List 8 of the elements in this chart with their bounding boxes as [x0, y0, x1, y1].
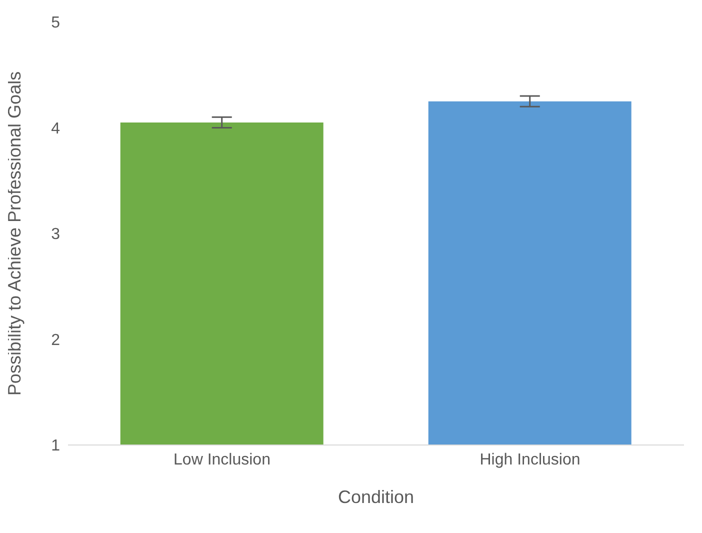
y-tick-label: 5: [51, 14, 60, 32]
x-tick-label: High Inclusion: [480, 451, 580, 468]
x-axis-title: Condition: [338, 487, 414, 507]
y-tick-label: 4: [51, 120, 60, 138]
y-tick-label: 1: [51, 438, 60, 455]
y-tick-label: 2: [51, 332, 60, 349]
y-tick-label: 3: [51, 226, 60, 244]
x-tick-label: Low Inclusion: [174, 451, 270, 468]
